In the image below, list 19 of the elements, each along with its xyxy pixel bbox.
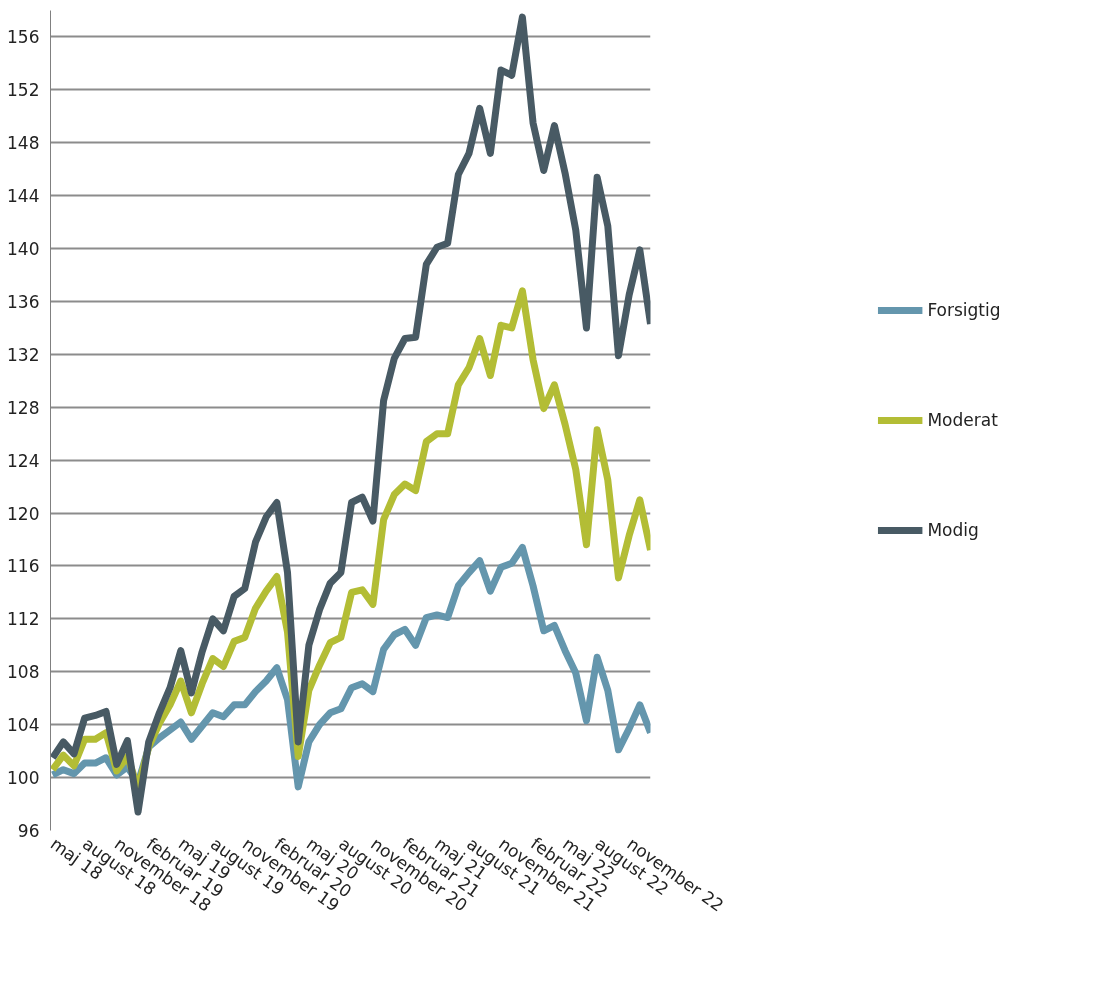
- y-tick-label: 148: [7, 133, 40, 154]
- y-tick-label: 96: [17, 821, 40, 841]
- y-tick-label: 108: [7, 662, 40, 683]
- y-tick-label: 124: [7, 450, 40, 471]
- y-tick-label: 100: [7, 768, 40, 789]
- y-tick-label: 120: [7, 503, 40, 524]
- y-tick-label: 104: [7, 715, 40, 736]
- y-tick-label: 132: [7, 344, 40, 365]
- legend-label: Modig: [927, 520, 979, 540]
- y-tick-label: 116: [7, 556, 40, 577]
- y-tick-label: 156: [7, 27, 40, 48]
- y-tick-label: 136: [7, 291, 40, 312]
- legend-label: Moderat: [927, 410, 998, 430]
- y-tick-label: 128: [7, 397, 40, 418]
- y-tick-label: 140: [7, 239, 40, 260]
- legend-label: Forsigtig: [927, 300, 1001, 320]
- y-tick-label: 144: [7, 186, 40, 207]
- y-tick-label: 112: [7, 609, 40, 630]
- y-tick-label: 152: [7, 80, 40, 101]
